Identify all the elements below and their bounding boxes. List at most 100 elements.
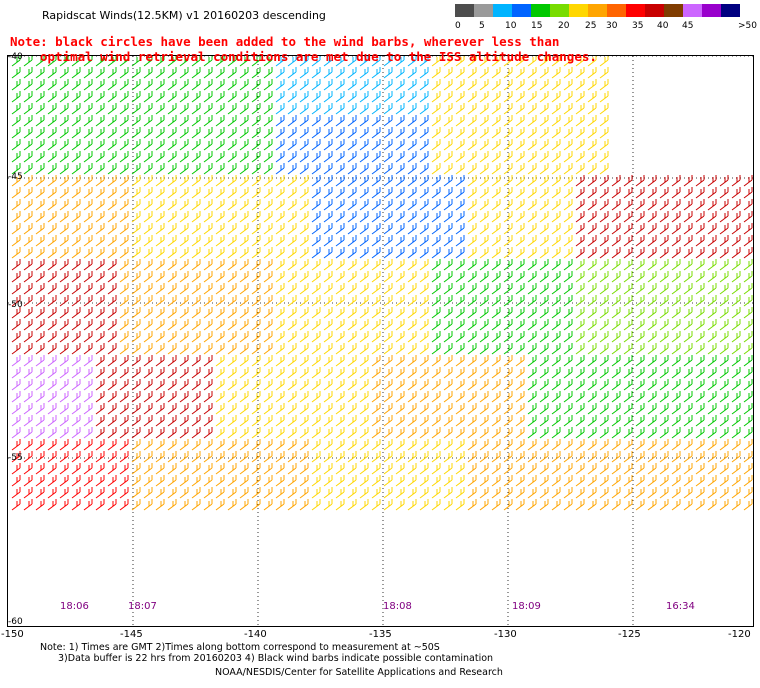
wind-barb xyxy=(83,247,93,259)
wind-barb xyxy=(119,283,129,295)
wind-barb xyxy=(455,307,465,319)
wind-barb xyxy=(359,319,369,331)
wind-barb xyxy=(227,259,237,271)
wind-barb xyxy=(35,259,45,271)
wind-barb xyxy=(299,295,309,307)
wind-barb xyxy=(551,487,561,499)
wind-barb xyxy=(455,211,465,223)
wind-barb xyxy=(743,271,753,283)
wind-barb xyxy=(575,115,585,127)
wind-barb xyxy=(71,283,81,295)
wind-barb xyxy=(419,475,429,487)
wind-barb xyxy=(179,79,189,91)
wind-barb xyxy=(419,439,429,451)
wind-barb xyxy=(659,343,669,355)
wind-barb xyxy=(47,271,57,283)
wind-barb xyxy=(239,463,249,475)
wind-barb xyxy=(179,379,189,391)
wind-barb xyxy=(575,91,585,103)
wind-barb xyxy=(383,103,393,115)
wind-barb xyxy=(647,379,657,391)
wind-barb xyxy=(143,271,153,283)
wind-barb xyxy=(431,127,441,139)
wind-barb xyxy=(359,79,369,91)
wind-barb xyxy=(647,187,657,199)
wind-barb xyxy=(407,487,417,499)
wind-barb xyxy=(371,211,381,223)
wind-barb xyxy=(563,487,573,499)
colorbar-swatch xyxy=(550,4,569,17)
wind-barb xyxy=(359,187,369,199)
wind-barb xyxy=(35,91,45,103)
wind-barb xyxy=(551,67,561,79)
wind-barb xyxy=(671,223,681,235)
wind-barb xyxy=(407,235,417,247)
wind-barb xyxy=(443,247,453,259)
wind-barb xyxy=(239,403,249,415)
wind-barb xyxy=(71,295,81,307)
wind-barb xyxy=(479,463,489,475)
wind-barb xyxy=(263,151,273,163)
wind-barb xyxy=(407,247,417,259)
wind-barb xyxy=(227,151,237,163)
wind-barb xyxy=(215,343,225,355)
wind-barb xyxy=(743,403,753,415)
wind-barb xyxy=(119,463,129,475)
wind-barb xyxy=(11,307,21,319)
wind-barb xyxy=(227,403,237,415)
wind-barb xyxy=(95,175,105,187)
wind-barb xyxy=(515,415,525,427)
note-line-1: Note: black circles have been added to t… xyxy=(10,34,560,49)
wind-barb xyxy=(659,415,669,427)
wind-barb xyxy=(419,367,429,379)
wind-barb xyxy=(47,319,57,331)
wind-barb xyxy=(719,403,729,415)
wind-barb xyxy=(563,259,573,271)
wind-barb xyxy=(311,139,321,151)
colorbar-swatch xyxy=(531,4,550,17)
wind-barb xyxy=(371,259,381,271)
wind-barb xyxy=(431,223,441,235)
wind-barb xyxy=(395,295,405,307)
wind-barb xyxy=(203,499,213,511)
wind-barb xyxy=(371,499,381,511)
wind-barb xyxy=(611,391,621,403)
wind-barb xyxy=(467,499,477,511)
wind-barb xyxy=(323,319,333,331)
wind-barb xyxy=(335,475,345,487)
wind-barb xyxy=(383,127,393,139)
wind-barb xyxy=(83,79,93,91)
wind-barb xyxy=(323,499,333,511)
wind-barb xyxy=(359,139,369,151)
wind-barb xyxy=(515,211,525,223)
wind-barb xyxy=(95,403,105,415)
wind-barb xyxy=(299,367,309,379)
wind-barb xyxy=(299,223,309,235)
wind-barb xyxy=(107,283,117,295)
wind-barb xyxy=(191,115,201,127)
wind-barb xyxy=(59,487,69,499)
wind-barb xyxy=(11,367,21,379)
wind-barb xyxy=(323,103,333,115)
wind-barb xyxy=(611,271,621,283)
wind-barb xyxy=(299,199,309,211)
wind-barb xyxy=(59,379,69,391)
wind-barb xyxy=(311,343,321,355)
wind-barb xyxy=(551,163,561,175)
wind-barb xyxy=(227,199,237,211)
wind-barb xyxy=(371,55,381,67)
wind-barb xyxy=(227,115,237,127)
footnote-line-1: Note: 1) Times are GMT 2)Times along bot… xyxy=(40,642,440,653)
wind-barb xyxy=(479,439,489,451)
wind-barb xyxy=(215,199,225,211)
wind-barb xyxy=(59,319,69,331)
wind-barb xyxy=(443,403,453,415)
wind-barb xyxy=(551,199,561,211)
wind-barb xyxy=(95,235,105,247)
wind-barb xyxy=(491,415,501,427)
wind-barb xyxy=(491,475,501,487)
wind-barb xyxy=(563,367,573,379)
wind-barb xyxy=(743,391,753,403)
wind-barb xyxy=(131,235,141,247)
wind-barb xyxy=(671,343,681,355)
